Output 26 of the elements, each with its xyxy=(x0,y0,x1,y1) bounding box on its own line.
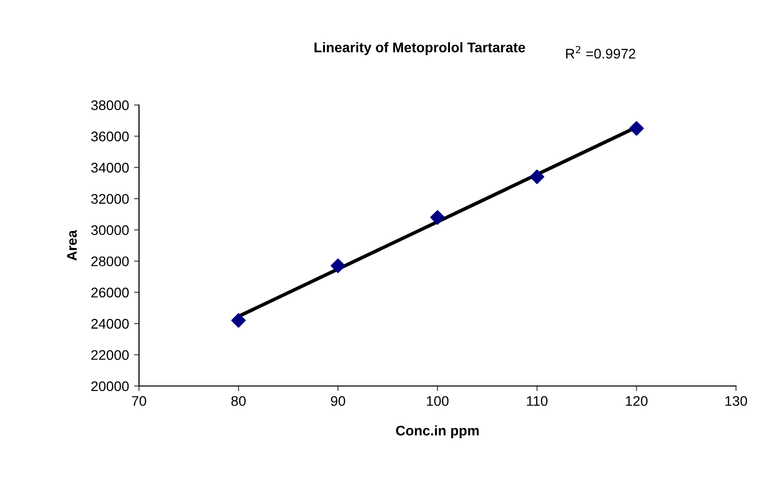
y-tick-label: 28000 xyxy=(91,256,129,266)
y-tick-label: 26000 xyxy=(91,288,129,298)
y-tick-label: 38000 xyxy=(91,100,129,110)
x-tick-label: 80 xyxy=(231,396,246,406)
y-tick-label: 20000 xyxy=(91,381,129,392)
y-tick-label: 24000 xyxy=(91,318,129,329)
x-axis-title: Conc.in ppm xyxy=(396,425,479,438)
point xyxy=(530,170,544,184)
y-tick-label: 32000 xyxy=(91,194,129,204)
y-tick-label: 36000 xyxy=(91,132,129,142)
x-tick-label: 100 xyxy=(426,396,449,406)
x-tick-label: 130 xyxy=(725,396,748,406)
x-tick-label: 70 xyxy=(132,396,146,406)
point xyxy=(231,313,246,328)
point xyxy=(430,210,445,225)
chart-title: Linearity of Metoprolol Tartarate xyxy=(314,42,526,56)
x-tick-label: 120 xyxy=(626,396,648,406)
point xyxy=(330,258,346,274)
x-tick-label: 110 xyxy=(526,396,548,406)
y-axis-title: Area xyxy=(67,230,77,261)
x-tick-label: 90 xyxy=(330,396,346,406)
y-tick-label: 34000 xyxy=(91,162,129,173)
point xyxy=(629,121,644,136)
y-tick-label: 22000 xyxy=(91,350,129,360)
y-tick-label: 30000 xyxy=(91,225,129,236)
text: R$^{2}$ =0.9972 xyxy=(566,46,636,59)
